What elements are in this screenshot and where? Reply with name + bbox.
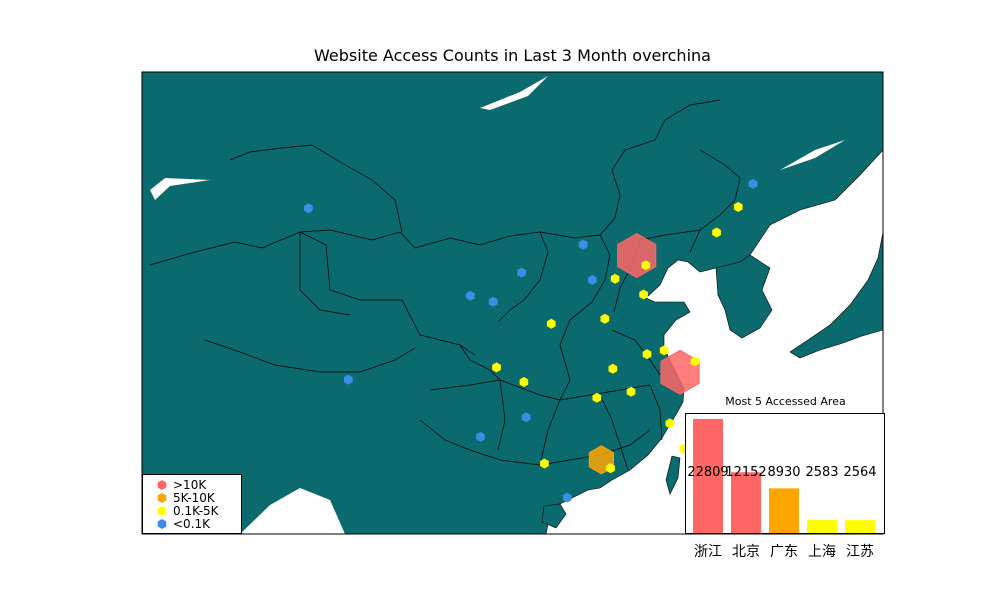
bar-category-label-4: 江苏 [846,544,874,560]
map-markers [304,178,758,503]
map-marker-lt01k-26 [488,296,498,307]
map-marker-lt01k-29 [588,274,597,285]
land-hainan [541,503,567,529]
legend-label-lt0-1k: <0.1K [173,516,211,531]
map-marker-k01_5-11 [626,386,636,397]
map-marker-lt01k-27 [517,267,526,278]
bar-value-label-4: 2564 [843,465,876,480]
map-marker-k01_5-16 [546,318,556,329]
inset-chart-title: Most 5 Accessed Area [725,395,846,408]
legend-label-gt10k: >10K [173,477,207,492]
bar-value-label-3: 2583 [805,465,838,480]
bay-south [240,488,345,534]
bar-3 [807,520,837,533]
map-marker-k01_5-5 [641,260,651,271]
chart-title: Website Access Counts in Last 3 Month ov… [314,46,711,65]
legend-marker-lt0-1k [157,518,167,529]
map-marker-k01_5-8 [600,313,610,324]
map-marker-k01_5-10 [608,363,618,374]
map-marker-k01_5-13 [665,418,675,429]
map-marker-lt01k-31 [476,431,485,442]
map-marker-k01_5-20 [606,463,615,474]
bar-0 [693,418,723,533]
map-marker-k01_5-12 [642,349,652,360]
legend-marker-5k-10k [157,492,167,503]
bar-category-label-2: 广东 [770,544,798,560]
legend-label-0-1k-5k: 0.1K-5K [173,503,219,518]
legend-item-lt0-1k: <0.1K [157,516,241,531]
map-marker-k01_5-17 [492,362,501,373]
bar-4 [845,520,875,533]
legend: >10K 5K-10K 0.1K-5K <0.1K [142,474,242,534]
map-marker-lt01k-24 [344,374,353,385]
bar-value-label-2: 8930 [767,465,800,480]
legend-marker-gt10k [157,479,167,490]
land-mainland [142,72,883,534]
sea-east [780,140,845,170]
lake-north [480,76,548,110]
map-marker-lt01k-28 [578,239,588,250]
map-marker-k01_5-4 [659,345,669,356]
land-taiwan [665,455,681,495]
lake-west [150,178,210,200]
map-marker-lt01k-30 [521,412,531,423]
map-marker-lt01k-32 [562,492,572,503]
map-marker-lt01k-25 [466,290,475,301]
legend-label-5k-10k: 5K-10K [173,490,215,505]
map-marker-lt01k-23 [304,203,313,214]
legend-item-gt10k: >10K [157,477,241,492]
land-korea [715,254,773,339]
bar-value-label-1: 12152 [725,465,766,480]
legend-marker-0-1k-5k [157,505,167,516]
bar-category-label-1: 北京 [732,544,760,560]
map-marker-k01_5-14 [712,227,721,238]
map-marker-k01_5-19 [540,458,549,469]
map-marker-k01_5-3 [690,356,700,367]
province-borders [149,99,741,471]
map-frame [141,71,884,535]
bar-1 [731,472,761,533]
bar-category-label-3: 上海 [808,544,836,560]
map-marker-k01_5-7 [610,273,620,284]
map-marker-lt01k-22 [748,178,758,189]
legend-item-0-1k-5k: 0.1K-5K [157,503,241,518]
map-marker-k01_5-15 [733,202,743,212]
map-marker-k01_5-6 [639,289,648,300]
map-marker-k01_5-9 [592,392,602,403]
map-marker-k01_5-18 [519,377,529,387]
land-japan [789,231,883,359]
legend-item-5k-10k: 5K-10K [157,490,241,505]
bar-category-label-0: 浙江 [694,544,722,560]
bar-value-label-0: 22809 [687,465,728,480]
bar-2 [769,488,799,533]
